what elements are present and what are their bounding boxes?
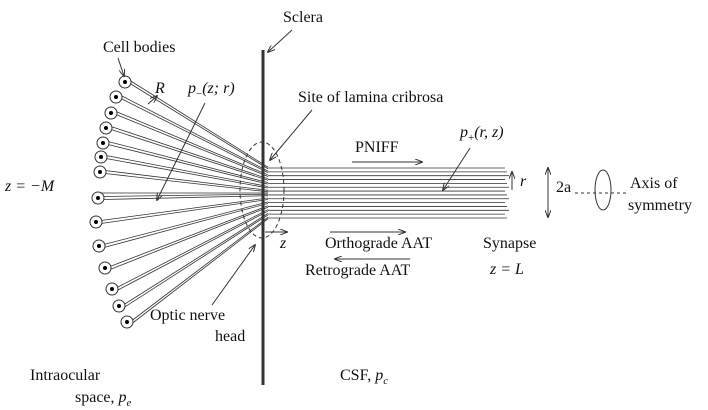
intraocular-label: space, pe bbox=[75, 389, 132, 409]
nucleus bbox=[101, 141, 105, 145]
fiber bbox=[121, 96, 268, 172]
fiber bbox=[124, 213, 268, 304]
fiber bbox=[101, 200, 268, 224]
optic-label: head bbox=[215, 328, 245, 345]
intraocular-label: Intraocular bbox=[30, 367, 101, 384]
fiber bbox=[117, 211, 268, 290]
r-label: r bbox=[520, 173, 527, 190]
arrow bbox=[268, 30, 292, 52]
nucleus bbox=[103, 266, 107, 270]
nucleus bbox=[97, 244, 101, 248]
nucleus bbox=[98, 170, 102, 174]
synapse-z-label: z = L bbox=[489, 261, 524, 278]
fibers bbox=[90, 76, 509, 328]
fiber bbox=[108, 145, 268, 185]
nucleus bbox=[123, 80, 127, 84]
nucleus bbox=[104, 126, 108, 130]
arrow bbox=[118, 58, 124, 76]
nucleus bbox=[109, 111, 113, 115]
fiber bbox=[110, 206, 268, 267]
nucleus bbox=[96, 196, 100, 200]
pniff-label: PNIFF bbox=[355, 139, 399, 156]
two-a-label: 2a bbox=[556, 179, 571, 196]
sclera-label: Sclera bbox=[283, 9, 323, 26]
fiber bbox=[104, 203, 268, 247]
z-label: z bbox=[279, 235, 287, 252]
nucleus bbox=[125, 320, 129, 324]
nucleus bbox=[99, 155, 103, 159]
p-plus-label: p+(r, z) bbox=[459, 124, 504, 144]
fiber bbox=[111, 130, 268, 181]
z-minus-m-label: z = −M bbox=[4, 178, 56, 195]
csf-label: CSF, pc bbox=[340, 367, 388, 387]
axis-label: Axis of bbox=[630, 175, 678, 192]
arrow bbox=[270, 110, 312, 160]
fiber bbox=[121, 99, 268, 173]
synapse-label: Synapse bbox=[483, 235, 536, 252]
axis-ellipse bbox=[595, 170, 611, 210]
axis-label: symmetry bbox=[628, 197, 692, 214]
lamina-label: Site of lamina cribrosa bbox=[298, 89, 443, 106]
optic-label: Optic nerve bbox=[150, 307, 225, 324]
nucleus bbox=[94, 220, 98, 224]
retrograde-label: Retrograde AAT bbox=[305, 262, 411, 279]
fiber bbox=[124, 215, 268, 308]
nucleus bbox=[114, 95, 118, 99]
arrow bbox=[212, 245, 255, 305]
fiber bbox=[116, 115, 268, 177]
diagram: Sclera Cell bodies R p−(z; r) Site of la… bbox=[0, 0, 708, 410]
p-minus-label: p−(z; r) bbox=[187, 80, 235, 100]
nucleus bbox=[110, 287, 114, 291]
nucleus bbox=[117, 304, 121, 308]
orthograde-label: Orthograde AAT bbox=[325, 235, 432, 252]
cell-bodies-label: Cell bodies bbox=[103, 39, 175, 56]
radius-label: R bbox=[154, 80, 165, 97]
